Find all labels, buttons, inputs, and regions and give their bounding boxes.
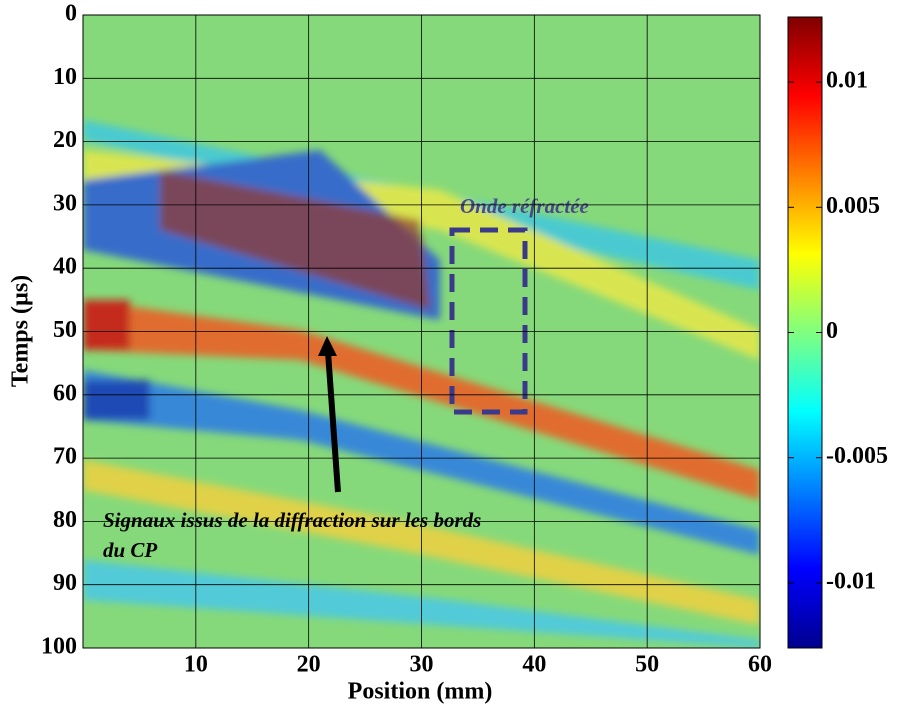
y-tick-label: 20 (53, 127, 77, 153)
annotation: Onde réfractée (460, 194, 589, 218)
y-tick-label: 50 (53, 317, 77, 343)
colorbar-tick-label: -0.01 (826, 568, 876, 594)
y-tick-label: 40 (53, 254, 77, 280)
x-tick-label: 50 (635, 652, 659, 678)
colorbar-tick-label: 0 (826, 318, 838, 344)
colorbar-tick-label: -0.005 (826, 443, 888, 469)
y-tick-label: 90 (53, 570, 77, 596)
y-tick-label: 0 (65, 1, 77, 27)
x-axis-label: Position (mm) (348, 679, 493, 705)
y-tick-label: 10 (53, 64, 77, 90)
annotation: Signaux issus de la diffraction sur les … (103, 508, 481, 532)
y-tick-label: 30 (53, 190, 77, 216)
colorbar-tick-label: 0.01 (826, 68, 868, 94)
x-tick-label: 30 (410, 652, 434, 678)
colorbar-tick-label: 0.005 (826, 193, 880, 219)
y-tick-label: 80 (53, 507, 77, 533)
y-tick-label: 60 (53, 380, 77, 406)
x-tick-label: 60 (748, 652, 772, 678)
x-tick-label: 20 (297, 652, 321, 678)
y-tick-label: 70 (53, 444, 77, 470)
y-tick-label: 100 (41, 634, 77, 660)
y-axis-label: Temps (µs) (8, 275, 34, 387)
x-tick-label: 10 (184, 652, 208, 678)
annotation: du CP (103, 538, 157, 562)
x-tick-label: 40 (522, 652, 546, 678)
